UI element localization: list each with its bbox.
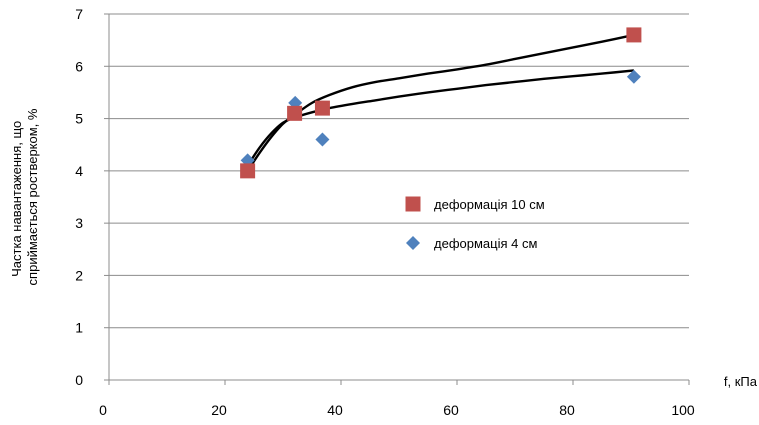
legend-label-series-0: деформація 10 см [434,197,545,212]
y-tick-label-4: 4 [75,163,83,179]
data-point-series-0-0 [240,163,256,179]
legend-label-series-1: деформація 4 см [434,236,537,251]
x-tick-label-0: 0 [99,402,107,418]
data-point-series-0-3 [626,27,642,43]
y-tick-label-5: 5 [75,111,83,127]
y-axis-label: Частка навантаження, що сприймається рос… [9,108,40,285]
legend-marker-series-1 [406,236,420,250]
axes-layer: 0 1 2 3 4 5 6 7 0 20 40 60 80 100 [75,6,695,418]
data-point-series-1-3 [626,69,641,84]
y-tick-label-7: 7 [75,6,83,22]
y-axis-label-line-2: сприймається ростверком, % [25,108,40,285]
legend-marker-series-0 [405,196,421,212]
y-axis-label-line-1: Частка навантаження, що [9,121,24,277]
grid-layer [109,13,689,329]
data-point-series-0-2 [314,100,330,116]
x-tick-label-20: 20 [211,402,227,418]
y-tick-label-6: 6 [75,58,83,74]
y-tick-label-0: 0 [75,372,83,388]
data-point-series-1-2 [315,132,330,147]
y-tick-label-2: 2 [75,267,83,283]
data-point-series-0-1 [287,105,303,121]
x-tick-label-40: 40 [327,402,343,418]
x-tick-label-80: 80 [559,402,575,418]
legend: деформація 10 см деформація 4 см [405,196,545,251]
trend-line-series-1 [246,69,635,167]
points-layer [240,27,642,179]
trend-layer [246,33,635,172]
x-tick-label-60: 60 [443,402,459,418]
trend-line-series-0 [246,33,635,172]
y-tick-label-1: 1 [75,320,83,336]
x-tick-label-100: 100 [671,402,695,418]
y-tick-label-3: 3 [75,215,83,231]
x-axis-label: f, кПа [724,374,758,389]
